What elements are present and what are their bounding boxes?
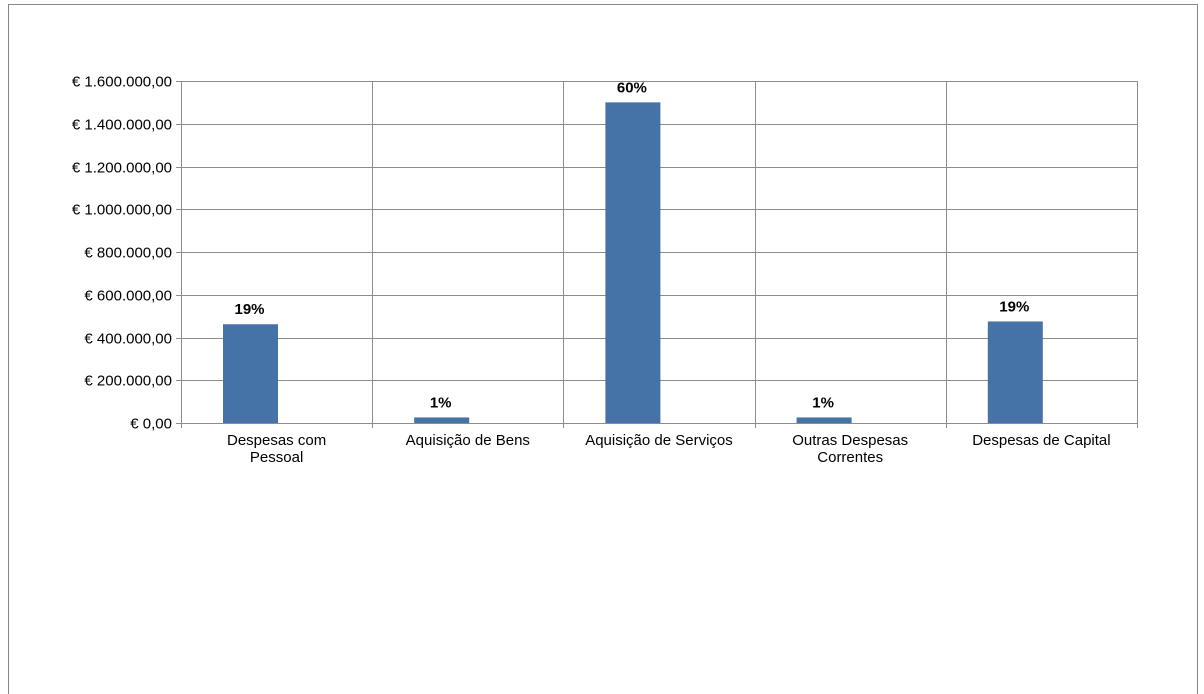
y-tick-label: € 1.400.000,00 [72, 117, 172, 134]
y-tick-label: € 1.600.000,00 [72, 74, 172, 91]
x-category-label-line: Aquisição de Bens [406, 432, 530, 449]
x-category-label: Aquisição de Serviços [585, 432, 733, 449]
y-tick-label: € 1.200.000,00 [72, 160, 172, 177]
bar [414, 417, 469, 423]
bar [988, 321, 1043, 423]
bar [223, 324, 278, 423]
data-label: 1% [812, 394, 834, 411]
x-category-label-line: Outras Despesas [792, 432, 908, 449]
data-label: 60% [617, 79, 647, 96]
y-axis-tick-labels: € 0,00 € 200.000,00 € 400.000,00 € 600.000,… [72, 74, 172, 433]
data-label: 1% [430, 394, 452, 411]
x-category-label-line: Correntes [817, 449, 883, 466]
x-axis-category-labels: Despesas com Pessoal Aquisição de Bens Aqui… [227, 432, 1111, 466]
bar [797, 417, 852, 423]
data-label: 19% [234, 301, 264, 318]
x-category-label-line: Aquisição de Serviços [585, 432, 733, 449]
x-category-label: Outras Despesas Correntes [792, 432, 908, 466]
x-category-label-line: Despesas de Capital [972, 432, 1110, 449]
y-tick-label: € 600.000,00 [84, 288, 172, 305]
bar [605, 102, 660, 423]
bars [223, 102, 1043, 423]
x-category-label: Despesas de Capital [972, 432, 1110, 449]
x-category-label: Aquisição de Bens [406, 432, 530, 449]
y-tick-label: € 0,00 [130, 416, 172, 433]
y-tick-label: € 400.000,00 [84, 331, 172, 348]
x-category-label: Despesas com Pessoal [227, 432, 326, 466]
data-label: 19% [999, 298, 1029, 315]
x-category-label-line: Despesas com [227, 432, 326, 449]
y-tick-label: € 200.000,00 [84, 373, 172, 390]
y-tick-label: € 1.000.000,00 [72, 202, 172, 219]
x-category-label-line: Pessoal [250, 449, 303, 466]
y-tick-label: € 800.000,00 [84, 245, 172, 262]
